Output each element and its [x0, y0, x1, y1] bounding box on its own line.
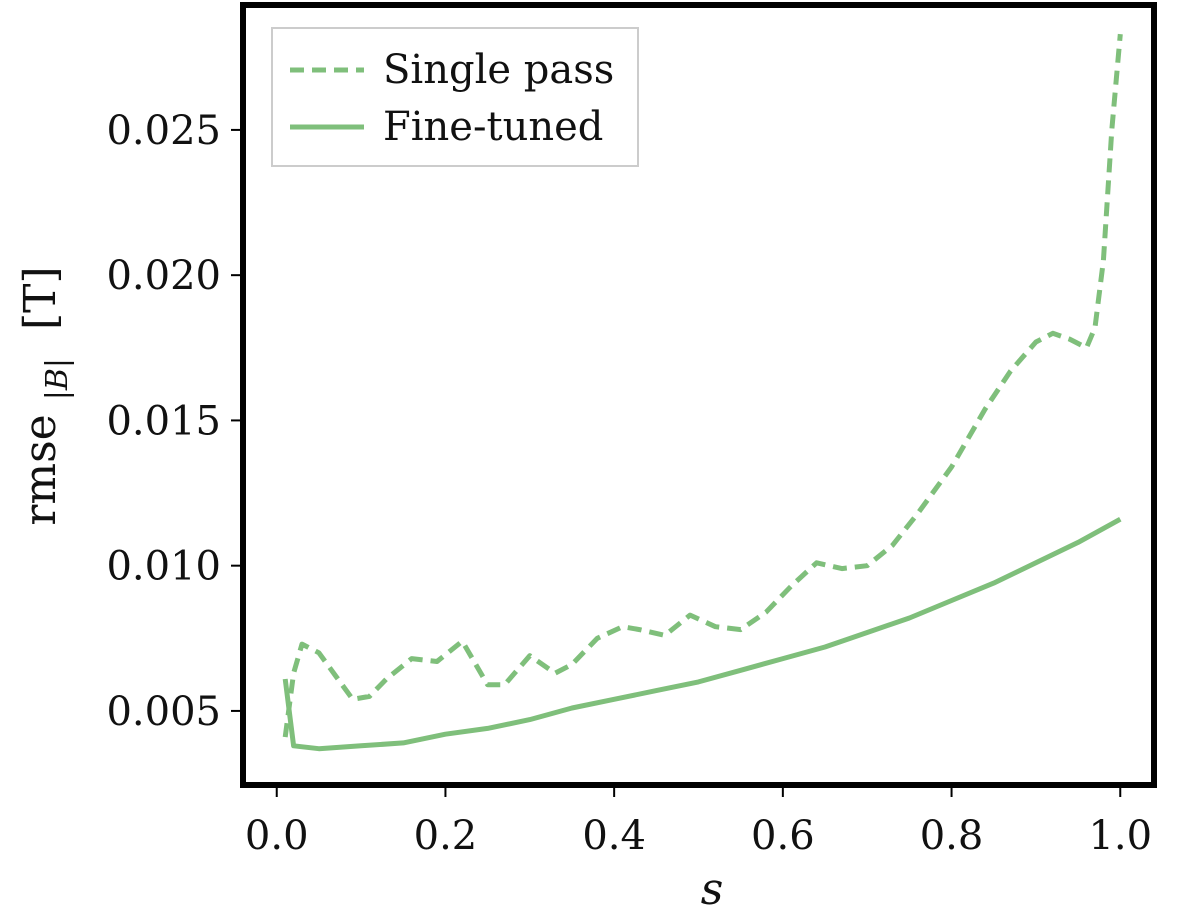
x-tick-label: 0.4: [582, 813, 646, 859]
series-layer: [282, 33, 1123, 752]
series-line-single-pass: [282, 33, 1123, 738]
x-tick-label: 0.2: [414, 813, 478, 859]
series-line-fine-tuned: [282, 517, 1122, 752]
x-axis: 0.0 0.2 0.4 0.6 0.8 1.0: [245, 785, 1152, 859]
legend: Single pass Fine-tuned: [271, 27, 639, 167]
y-tick-label: 0.025: [106, 108, 221, 154]
y-tick-label: 0.005: [106, 689, 221, 735]
y-axis-label-subscript: |B|: [40, 358, 75, 400]
y-tick-label: 0.020: [106, 253, 221, 299]
y-tick-label: 0.015: [106, 398, 221, 444]
x-tick-label: 1.0: [1088, 813, 1152, 859]
y-tick-label: 0.010: [106, 544, 221, 590]
legend-box: [271, 27, 639, 167]
legend-label-single-pass: Single pass: [383, 47, 614, 93]
x-tick-label: 0.0: [245, 813, 309, 859]
y-axis-label-unit: [T]: [15, 266, 66, 330]
y-axis: 0.005 0.010 0.015 0.020 0.025: [106, 108, 243, 735]
x-tick-label: 0.8: [920, 813, 984, 859]
x-tick-label: 0.6: [751, 813, 815, 859]
x-axis-label: s: [701, 864, 724, 910]
y-axis-label: rmse |B| [T]: [15, 266, 78, 525]
legend-label-fine-tuned: Fine-tuned: [383, 104, 603, 150]
plot-frame: [240, 2, 1157, 788]
y-axis-label-main: rmse: [15, 414, 66, 525]
